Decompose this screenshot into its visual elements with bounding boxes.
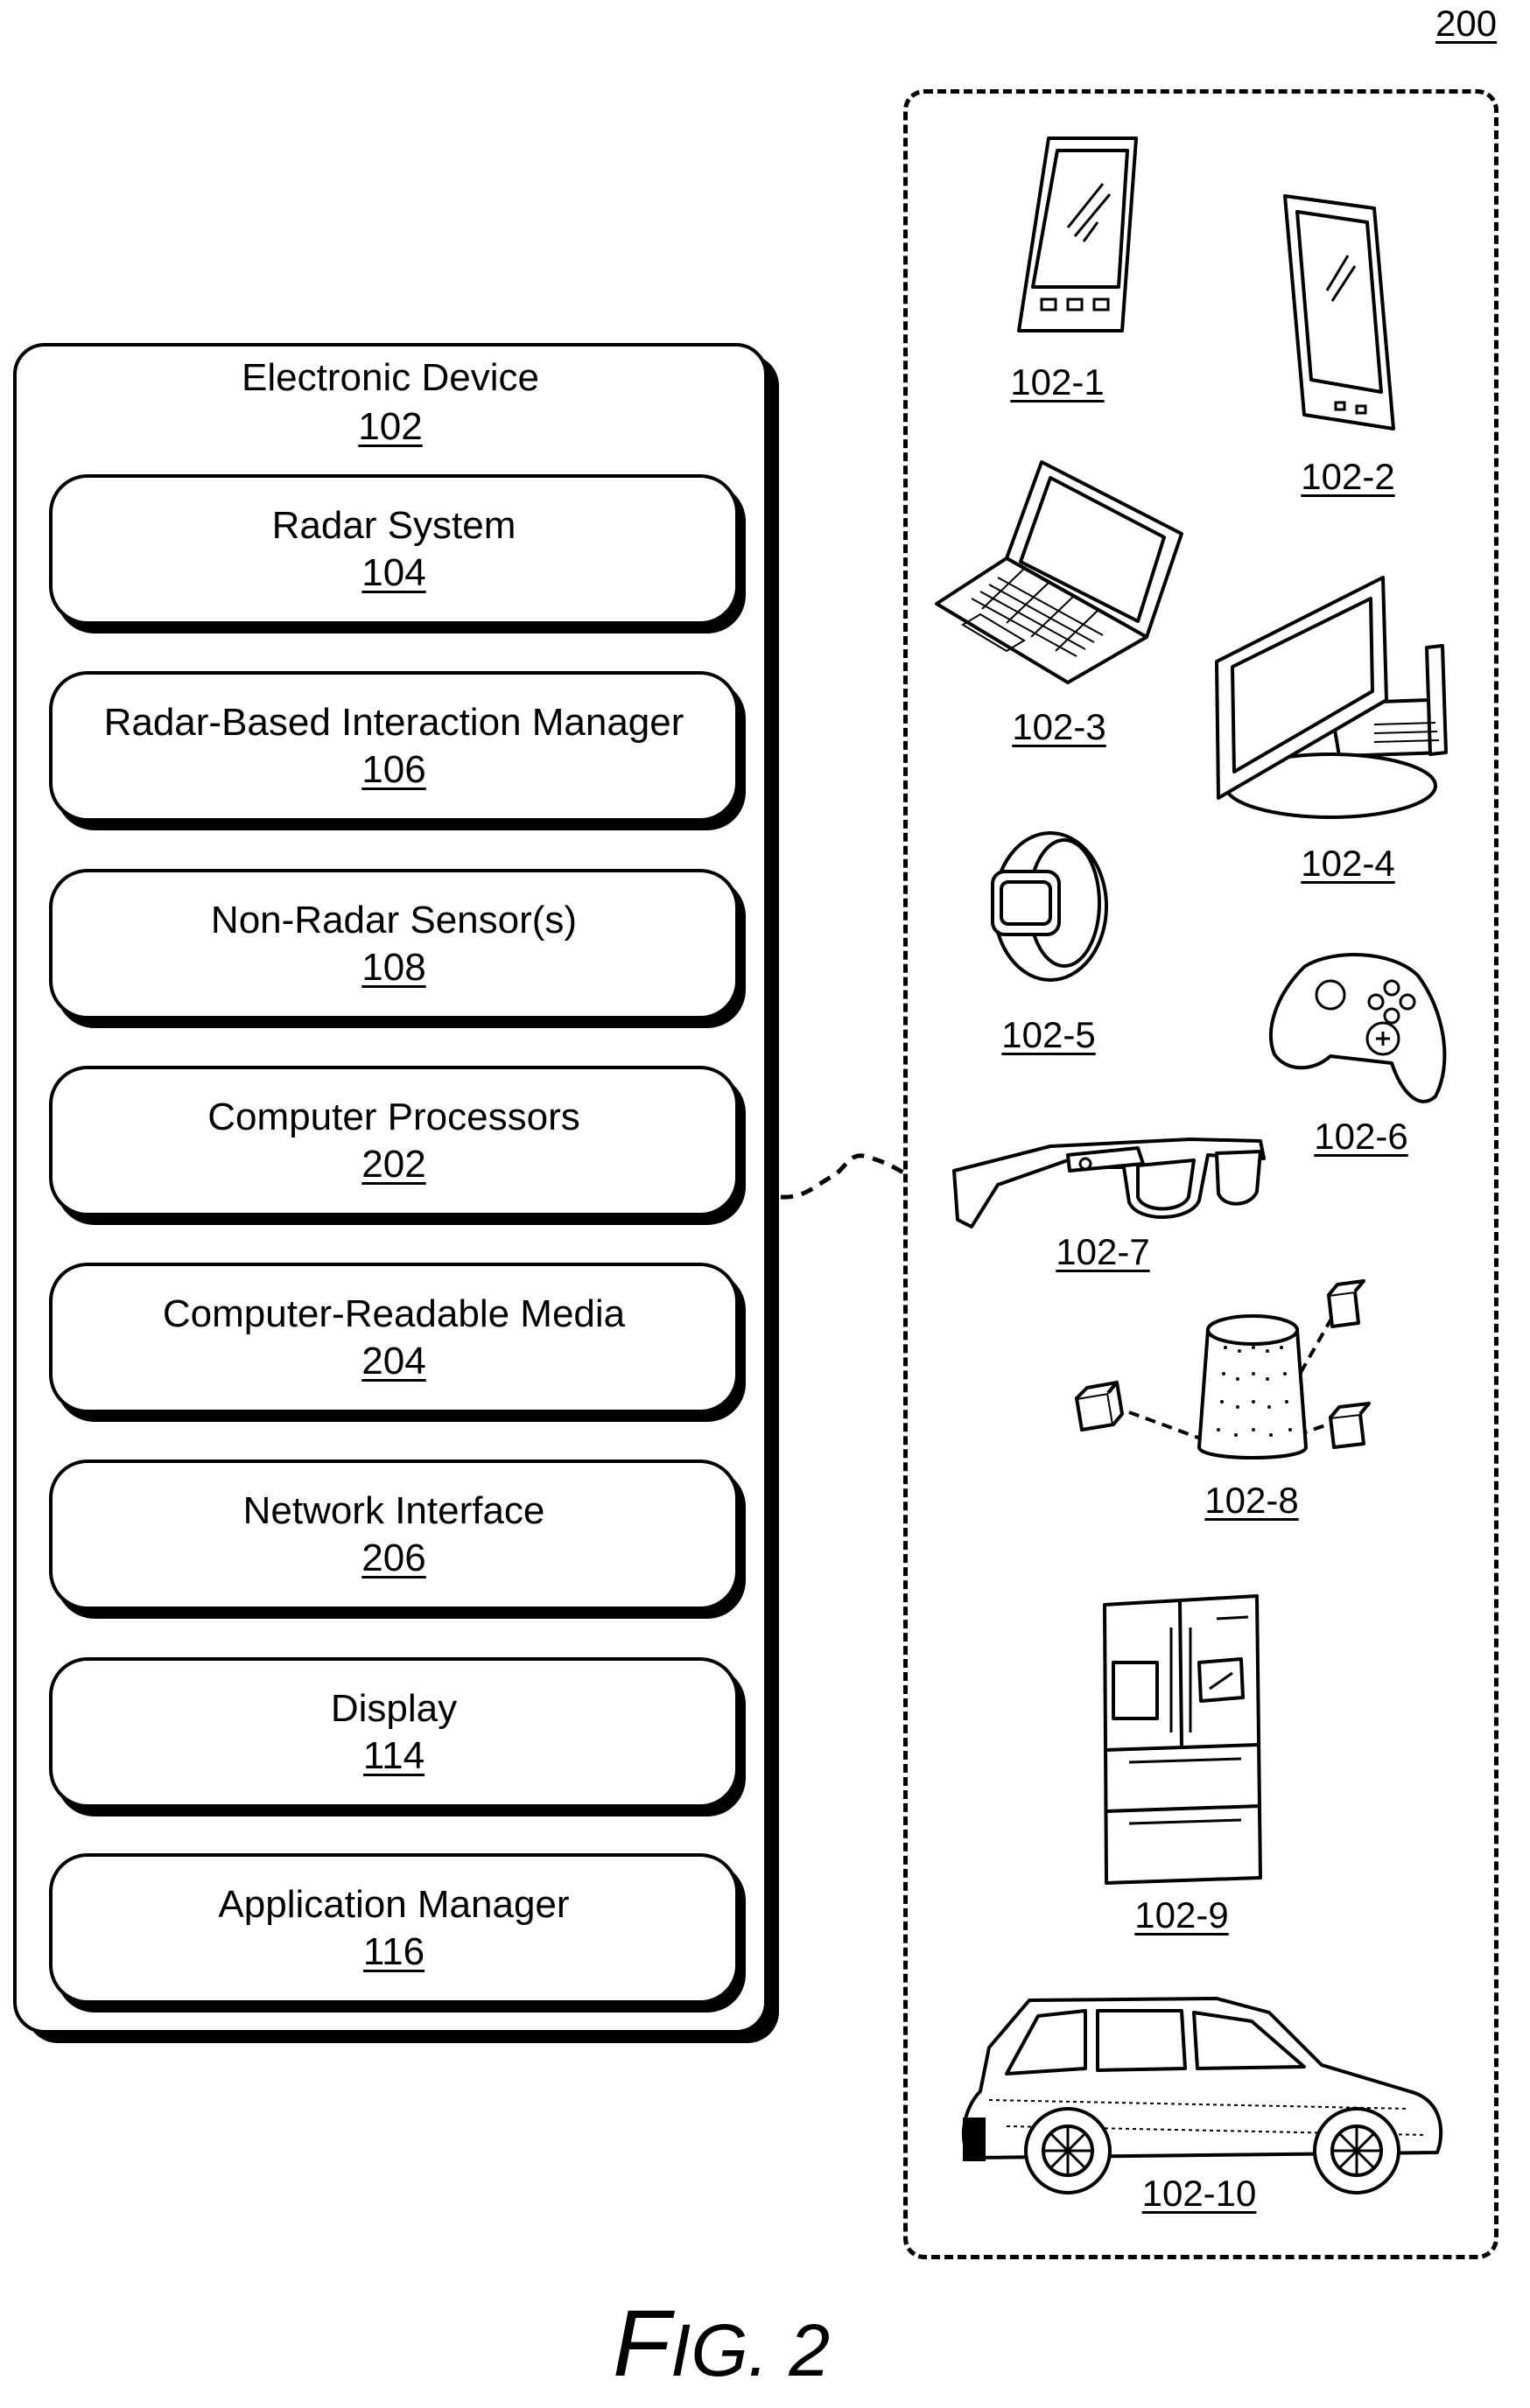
smartphone-icon <box>1007 131 1147 341</box>
component-label: Computer-Readable Media <box>163 1291 625 1338</box>
component-ref: 206 <box>361 1535 425 1582</box>
component-interaction-manager: Radar-Based Interaction Manager 106 <box>49 671 739 822</box>
device-label: 102-4 <box>1260 842 1435 886</box>
wavy-connector <box>770 1138 910 1208</box>
component-ref: 116 <box>363 1928 425 1976</box>
figure-caption: FIG. 2 <box>613 2291 830 2403</box>
device-label: 102-3 <box>972 705 1147 749</box>
device-label: 102-9 <box>1094 1894 1269 1937</box>
component-label: Radar System <box>272 502 516 550</box>
desktop-monitor-icon <box>1199 569 1453 831</box>
figure-ref: 200 <box>1435 2 1497 46</box>
refrigerator-icon <box>1094 1592 1269 1890</box>
component-ref: 202 <box>361 1141 425 1188</box>
component-label: Application Manager <box>218 1881 569 1928</box>
device-label: 102-1 <box>970 360 1145 404</box>
device-label: 102-5 <box>961 1013 1136 1057</box>
device-label: 102-8 <box>1164 1479 1339 1522</box>
component-label: Display <box>331 1685 457 1732</box>
smart-glasses-icon <box>945 1129 1278 1242</box>
figure-caption-rest: IG. 2 <box>670 2309 830 2391</box>
smartwatch-icon <box>980 828 1120 985</box>
device-label: 102-6 <box>1274 1115 1449 1158</box>
component-ref: 108 <box>361 944 425 991</box>
tablet-icon <box>1278 186 1409 439</box>
component-computer-readable-media: Computer-Readable Media 204 <box>49 1263 739 1413</box>
game-controller-icon <box>1260 941 1453 1116</box>
component-non-radar-sensors: Non-Radar Sensor(s) 108 <box>49 869 739 1019</box>
device-title: Electronic Device <box>13 354 768 402</box>
smart-speaker-icon <box>1068 1251 1418 1488</box>
component-label: Radar-Based Interaction Manager <box>104 699 684 746</box>
component-ref: 114 <box>363 1732 425 1780</box>
component-radar-system: Radar System 104 <box>49 474 739 625</box>
device-label: 102-2 <box>1260 455 1435 499</box>
component-label: Computer Processors <box>207 1094 579 1141</box>
figure-caption-initial: F <box>613 2290 670 2396</box>
component-application-manager: Application Manager 116 <box>49 1853 739 2004</box>
component-label: Network Interface <box>243 1488 545 1535</box>
laptop-icon <box>928 453 1190 690</box>
device-label: 102-10 <box>1112 2172 1287 2216</box>
component-ref: 104 <box>361 550 425 597</box>
component-computer-processors: Computer Processors 202 <box>49 1066 739 1216</box>
component-label: Non-Radar Sensor(s) <box>211 897 577 944</box>
component-ref: 204 <box>361 1338 425 1385</box>
component-display: Display 114 <box>49 1657 739 1808</box>
component-ref: 106 <box>361 746 425 794</box>
device-ref: 102 <box>13 402 768 452</box>
component-network-interface: Network Interface 206 <box>49 1460 739 1610</box>
suv-car-icon <box>954 1986 1453 2196</box>
